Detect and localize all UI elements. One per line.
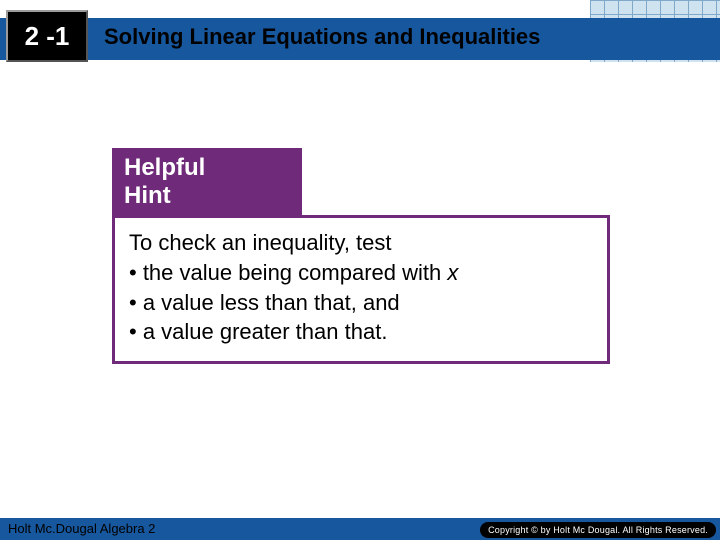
hint-bullet-1-text: • the value being compared with <box>129 260 447 285</box>
hint-var: x <box>447 260 458 285</box>
copyright-pill: Copyright © by Holt Mc Dougal. All Right… <box>480 522 716 538</box>
hint-tab-line2: Hint <box>124 182 171 209</box>
hint-bullet-3: • a value greater than that. <box>129 317 593 347</box>
footer-left-text: Holt Mc.Dougal Algebra 2 <box>8 521 155 536</box>
helpful-hint-box: Helpful Hint To check an inequality, tes… <box>112 148 610 364</box>
hint-bullet-1: • the value being compared with x <box>129 258 593 288</box>
hint-bullet-2: • a value less than that, and <box>129 288 593 318</box>
hint-tab: Helpful Hint <box>112 148 302 215</box>
page-title: Solving Linear Equations and Inequalitie… <box>104 24 540 50</box>
lesson-number-chip: 2 -1 <box>6 10 88 62</box>
hint-tab-line1: Helpful <box>124 154 205 181</box>
hint-body: To check an inequality, test • the value… <box>112 215 610 364</box>
lesson-number: 2 -1 <box>25 21 70 52</box>
hint-lead: To check an inequality, test <box>129 228 593 258</box>
